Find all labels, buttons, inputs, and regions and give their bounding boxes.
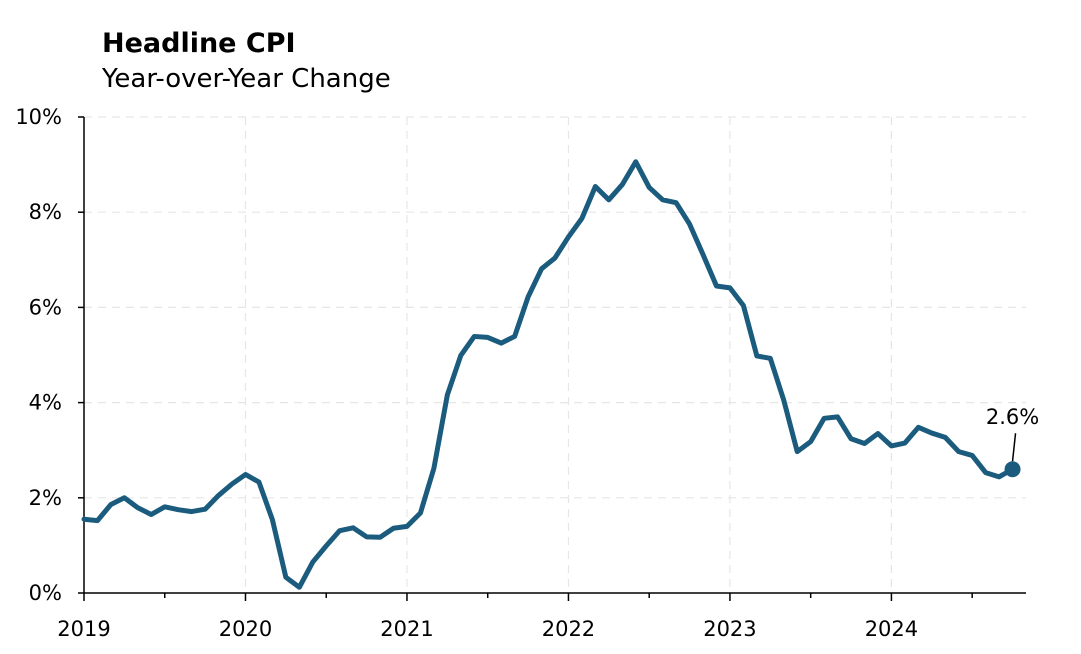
y-tick-label-2: 4% <box>29 391 62 415</box>
cpi-series-line <box>81 159 1016 590</box>
end-point-marker <box>1004 461 1021 478</box>
x-tick-label-0: 2019 <box>57 617 110 641</box>
chart-subtitle: Year-over-Year Change <box>102 64 391 94</box>
end-label-leader <box>1011 433 1017 462</box>
end-point-label: 2.6% <box>986 405 1039 429</box>
x-tick-label-5: 2024 <box>865 617 918 641</box>
x-tick-label-1: 2020 <box>219 617 272 641</box>
y-tick-label-4: 8% <box>29 200 62 224</box>
y-tick-label-3: 6% <box>29 295 62 319</box>
y-tick-label-0: 0% <box>29 581 62 605</box>
x-tick-label-4: 2023 <box>703 617 756 641</box>
x-tick-label-3: 2022 <box>542 617 595 641</box>
y-tick-label-5: 10% <box>15 105 62 129</box>
chart-title: Headline CPI <box>102 28 296 59</box>
x-tick-label-2: 2021 <box>380 617 433 641</box>
y-tick-label-1: 2% <box>29 486 62 510</box>
